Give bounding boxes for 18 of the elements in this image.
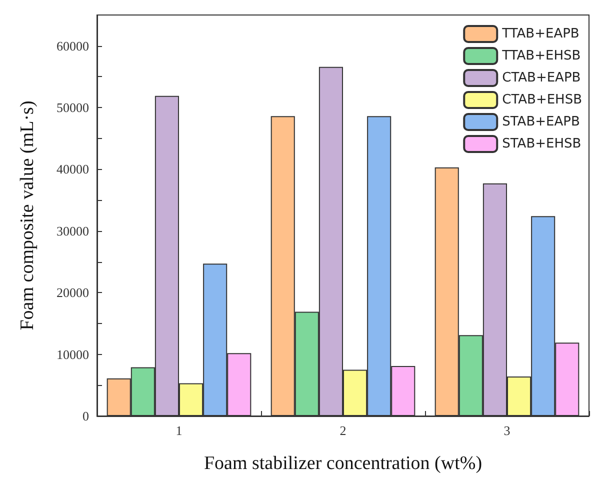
y-tick-label: 40000 bbox=[56, 162, 89, 177]
x-tick-label: 2 bbox=[340, 423, 346, 438]
legend-label: CTAB+EAPB bbox=[502, 70, 581, 86]
legend-label: STAB+EAPB bbox=[502, 114, 580, 130]
y-axis-title: Foam composite value (mL·s) bbox=[17, 100, 38, 330]
y-tick-label: 0 bbox=[82, 408, 89, 424]
x-tick-label: 1 bbox=[176, 423, 182, 438]
y-tick-label: 30000 bbox=[56, 223, 89, 238]
legend-label: TTAB+EAPB bbox=[501, 26, 580, 42]
legend-label: STAB+EHSB bbox=[502, 136, 582, 152]
x-axis-title: Foam stabilizer concentration (wt%) bbox=[204, 453, 482, 474]
y-tick-label: 60000 bbox=[56, 38, 89, 54]
legend-label: TTAB+EHSB bbox=[501, 48, 581, 64]
x-tick-label: 3 bbox=[504, 423, 510, 438]
legend-label: CTAB+EHSB bbox=[502, 92, 582, 108]
y-tick-label: 50000 bbox=[56, 100, 89, 116]
y-tick-label: 10000 bbox=[56, 346, 89, 362]
y-tick-label: 20000 bbox=[56, 285, 89, 300]
